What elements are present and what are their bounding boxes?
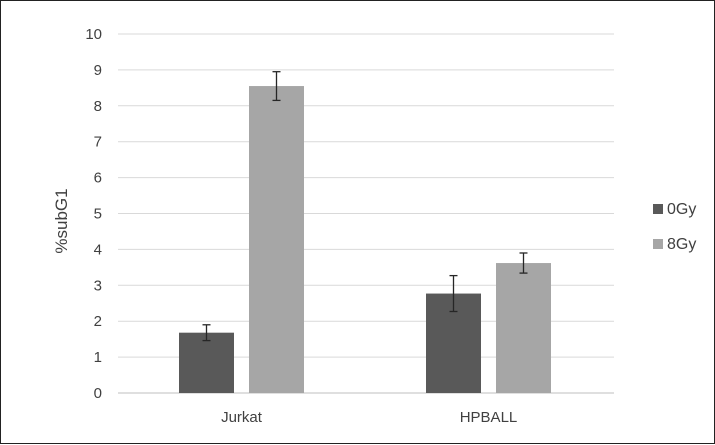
legend-swatch [653, 239, 663, 249]
bars [179, 86, 551, 394]
y-axis-ticks: 0 1 2 3 4 5 6 7 8 9 10 [85, 26, 102, 402]
y-tick-label: 1 [94, 349, 102, 366]
y-tick-label: 3 [94, 277, 102, 294]
x-tick-label: Jurkat [221, 409, 263, 426]
legend: 0Gy 8Gy [653, 201, 696, 253]
x-tick-label: HPBALL [460, 409, 518, 426]
bar [179, 332, 234, 393]
y-tick-label: 4 [94, 241, 102, 258]
legend-swatch [653, 204, 663, 214]
y-tick-label: 6 [94, 170, 102, 187]
bar [496, 263, 551, 393]
y-tick-label: 8 [94, 98, 102, 115]
y-tick-label: 7 [94, 134, 102, 151]
y-axis-title: %subG1 [52, 188, 71, 253]
y-tick-label: 10 [85, 26, 102, 43]
legend-label: 8Gy [667, 236, 696, 253]
error-bars [202, 71, 528, 342]
y-tick-label: 0 [94, 385, 102, 402]
y-tick-label: 5 [94, 206, 102, 223]
bar [249, 86, 304, 394]
y-tick-label: 2 [94, 313, 102, 330]
y-tick-label: 9 [94, 62, 102, 79]
x-axis-ticks: Jurkat HPBALL [221, 409, 517, 426]
legend-label: 0Gy [667, 201, 696, 218]
